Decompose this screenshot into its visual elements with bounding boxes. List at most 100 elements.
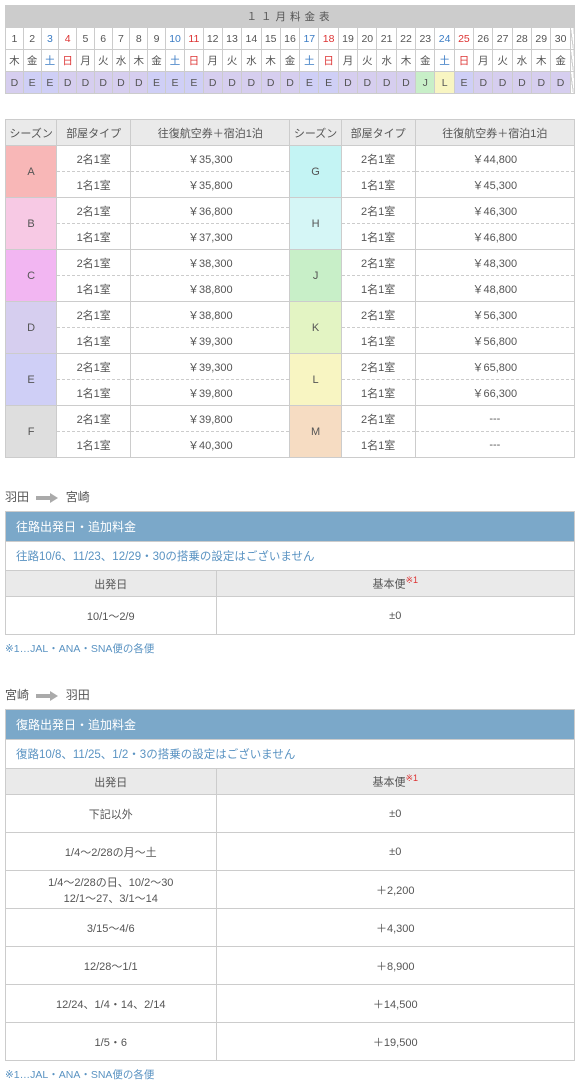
cal-day: 13: [222, 28, 241, 50]
cal-season: D: [203, 72, 222, 94]
cal-day: 15: [261, 28, 280, 50]
cal-dow: 土: [435, 50, 454, 72]
cal-day: 19: [338, 28, 357, 50]
season-cell: L: [290, 354, 341, 406]
price-cell: ￥45,300: [415, 172, 574, 198]
cal-dow: 木: [396, 50, 415, 72]
room-cell: 1名1室: [341, 172, 415, 198]
route-return: 宮崎 羽田: [5, 686, 575, 703]
route-from: 羽田: [5, 490, 29, 504]
fare-date: 3/15～4/6: [6, 909, 217, 947]
season-cell: J: [290, 250, 341, 302]
cal-dow: 火: [493, 50, 512, 72]
cal-dow: 日: [319, 50, 338, 72]
fare-value: ＋4,300: [216, 909, 574, 947]
price-cell: ---: [415, 406, 574, 432]
hdr-season: シーズン: [6, 120, 57, 146]
room-cell: 2名1室: [341, 146, 415, 172]
cal-season: J: [416, 72, 435, 94]
cal-dow: 金: [551, 50, 570, 72]
cal-dow: 金: [280, 50, 299, 72]
cal-day: 21: [377, 28, 396, 50]
col-basic: 基本便※1: [216, 769, 574, 795]
room-cell: 2名1室: [341, 250, 415, 276]
hdr-room: 部屋タイプ: [57, 120, 131, 146]
fare-date: 12/24、1/4・14、2/14: [6, 985, 217, 1023]
cal-dow: 木: [6, 50, 24, 72]
price-cell: ￥36,800: [131, 198, 290, 224]
cal-dow: 水: [512, 50, 531, 72]
price-cell: ￥39,300: [131, 354, 290, 380]
fare-date: 下記以外: [6, 795, 217, 833]
fare-value: ＋14,500: [216, 985, 574, 1023]
cal-day: 3: [41, 28, 59, 50]
season-cell: E: [6, 354, 57, 406]
cal-day: 2: [23, 28, 41, 50]
cal-dow: 水: [242, 50, 261, 72]
cal-day: 8: [130, 28, 148, 50]
price-cell: ￥38,300: [131, 250, 290, 276]
price-cell: ￥65,800: [415, 354, 574, 380]
price-cell: ￥38,800: [131, 276, 290, 302]
cal-day: 26: [474, 28, 493, 50]
cal-day: 22: [396, 28, 415, 50]
route-from: 宮崎: [5, 688, 29, 702]
route-to: 宮崎: [66, 490, 90, 504]
cal-season: D: [377, 72, 396, 94]
cal-season: D: [6, 72, 24, 94]
cal-season: E: [185, 72, 203, 94]
price-cell: ￥48,300: [415, 250, 574, 276]
cal-dow: 木: [532, 50, 551, 72]
arrow-icon: [36, 494, 58, 502]
col-departure: 出発日: [6, 769, 217, 795]
cal-season: D: [112, 72, 130, 94]
fare-value: ＋19,500: [216, 1023, 574, 1061]
calendar-table: １１月料金表 123456789101112131415161718192021…: [5, 5, 575, 94]
outbound-title: 往路出発日・追加料金: [5, 511, 575, 541]
room-cell: 1名1室: [57, 432, 131, 458]
room-cell: 2名1室: [341, 406, 415, 432]
price-cell: ￥66,300: [415, 380, 574, 406]
cal-season: D: [396, 72, 415, 94]
fare-value: ±0: [216, 597, 574, 635]
cal-day: 17: [300, 28, 319, 50]
footnote: ※1…JAL・ANA・SNA便の各便: [5, 641, 575, 656]
cal-day: 11: [185, 28, 203, 50]
fare-date: 12/28～1/1: [6, 947, 217, 985]
room-cell: 2名1室: [341, 198, 415, 224]
cal-day: 9: [148, 28, 166, 50]
cal-day: 10: [165, 28, 184, 50]
cal-season: L: [435, 72, 454, 94]
room-cell: 1名1室: [341, 380, 415, 406]
room-cell: 2名1室: [57, 250, 131, 276]
return-table: 出発日 基本便※1 下記以外±01/4～2/28の月～土±01/4～2/28の日…: [5, 768, 575, 1061]
cal-day: 20: [358, 28, 377, 50]
cal-dow: 金: [148, 50, 166, 72]
season-cell: B: [6, 198, 57, 250]
room-cell: 2名1室: [57, 302, 131, 328]
col-departure: 出発日: [6, 571, 217, 597]
season-cell: M: [290, 406, 341, 458]
cal-dow: 土: [165, 50, 184, 72]
price-cell: ￥35,300: [131, 146, 290, 172]
col-basic: 基本便※1: [216, 571, 574, 597]
room-cell: 2名1室: [57, 146, 131, 172]
room-cell: 1名1室: [57, 276, 131, 302]
hdr-season: シーズン: [290, 120, 341, 146]
room-cell: 2名1室: [57, 354, 131, 380]
cal-dow: 日: [59, 50, 77, 72]
fare-value: ±0: [216, 795, 574, 833]
price-cell: ---: [415, 432, 574, 458]
footnote: ※1…JAL・ANA・SNA便の各便: [5, 1067, 575, 1082]
room-cell: 2名1室: [57, 198, 131, 224]
cal-day: 30: [551, 28, 570, 50]
price-table: シーズン 部屋タイプ 往復航空券＋宿泊1泊 シーズン 部屋タイプ 往復航空券＋宿…: [5, 119, 575, 458]
season-cell: C: [6, 250, 57, 302]
room-cell: 1名1室: [57, 172, 131, 198]
cal-season: D: [338, 72, 357, 94]
price-cell: ￥46,300: [415, 198, 574, 224]
cal-season: D: [261, 72, 280, 94]
outbound-table: 出発日 基本便※1 10/1～2/9±0: [5, 570, 575, 635]
cal-season: D: [512, 72, 531, 94]
cal-season: E: [300, 72, 319, 94]
